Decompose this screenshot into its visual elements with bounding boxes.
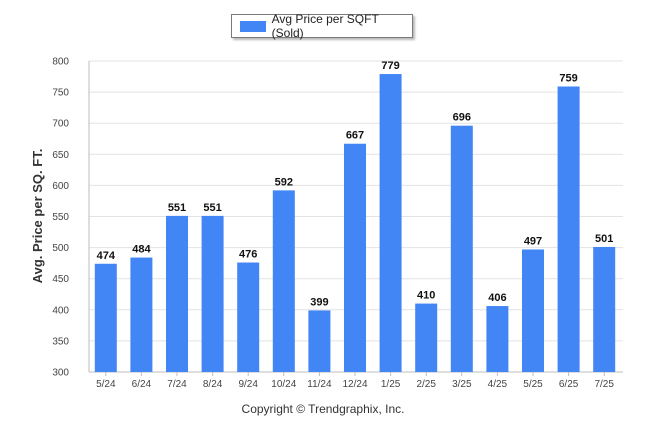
value-label: 779 — [381, 60, 399, 72]
bar — [450, 125, 473, 372]
bar — [237, 262, 260, 372]
value-label: 501 — [595, 233, 613, 245]
value-label: 551 — [203, 202, 221, 214]
x-tick-label: 12/24 — [342, 379, 367, 390]
value-label: 592 — [275, 176, 293, 188]
bar — [557, 86, 580, 372]
x-tick-label: 4/25 — [488, 379, 508, 390]
y-tick-label: 750 — [52, 88, 69, 99]
value-label: 551 — [168, 202, 186, 214]
x-tick-label: 5/25 — [523, 379, 543, 390]
value-label: 399 — [310, 296, 328, 308]
y-tick-label: 800 — [52, 57, 69, 68]
bar — [379, 74, 402, 372]
value-label: 497 — [524, 235, 542, 247]
value-label: 410 — [417, 290, 435, 302]
x-tick-label: 6/25 — [559, 379, 579, 390]
x-tick-label: 8/24 — [203, 379, 223, 390]
bar — [201, 215, 224, 372]
value-label: 474 — [97, 250, 116, 262]
bar — [486, 306, 509, 372]
bar — [94, 263, 117, 372]
x-tick-label: 6/24 — [132, 379, 152, 390]
x-tick-label: 10/24 — [271, 379, 296, 390]
bar — [272, 190, 295, 372]
bar — [130, 257, 153, 372]
x-tick-label: 11/24 — [307, 379, 332, 390]
y-tick-label: 550 — [52, 212, 69, 223]
y-tick-label: 700 — [52, 119, 69, 130]
legend: Avg Price per SQFT (Sold) — [231, 12, 413, 40]
bars — [94, 74, 616, 372]
bar — [415, 303, 438, 372]
bar — [308, 310, 331, 372]
bar — [166, 215, 188, 372]
legend-label: Avg Price per SQFT (Sold) — [271, 12, 379, 40]
x-tick-label: 2/25 — [416, 379, 436, 390]
copyright-text: Copyright © Trendgraphix, Inc. — [241, 402, 405, 416]
y-tick-label: 450 — [52, 274, 69, 285]
x-tick-label: 3/25 — [452, 379, 472, 390]
value-label: 484 — [132, 244, 151, 256]
x-tick-label: 9/24 — [238, 379, 258, 390]
y-tick-label: 400 — [52, 305, 69, 316]
y-tick-label: 350 — [52, 336, 69, 347]
y-tick-label: 300 — [52, 368, 69, 379]
bar — [522, 249, 544, 372]
value-label: 406 — [488, 292, 506, 304]
bar — [344, 143, 366, 372]
y-tick-label: 600 — [52, 181, 69, 192]
value-label: 696 — [453, 112, 471, 124]
value-label: 759 — [559, 73, 577, 85]
x-tick-label: 1/25 — [381, 379, 401, 390]
legend-swatch — [240, 20, 266, 32]
y-tick-label: 650 — [52, 150, 69, 161]
x-tick-label: 7/25 — [594, 379, 614, 390]
value-label: 667 — [346, 130, 364, 142]
bar — [593, 246, 616, 372]
y-tick-label: 500 — [52, 243, 69, 254]
value-labels: 474 484 551 551 476 592 399 667 779 410 696 406 497 7… — [97, 60, 614, 308]
y-axis-title: Avg. Price per SQ. FT. — [30, 149, 45, 284]
x-tick-label: 7/24 — [167, 379, 187, 390]
value-label: 476 — [239, 249, 257, 261]
x-tick-label: 5/24 — [96, 379, 116, 390]
